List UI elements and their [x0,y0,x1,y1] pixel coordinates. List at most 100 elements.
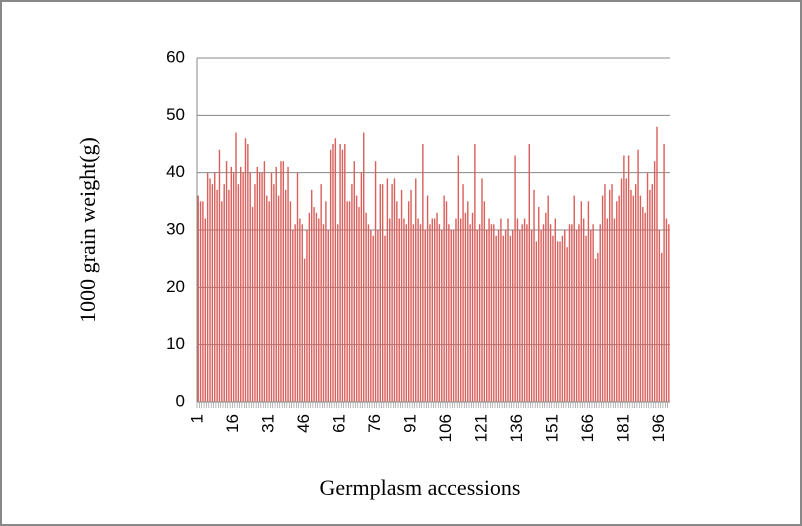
bar [433,218,436,402]
bar [599,224,601,402]
bar [471,212,474,402]
bar [372,235,374,402]
bar [509,235,512,402]
bar [540,230,542,402]
y-tick-label: 30 [166,219,185,238]
bar [497,230,500,402]
bar [507,218,509,402]
bar [490,224,493,402]
bar [273,184,275,402]
bar [263,161,266,402]
bar [552,235,554,402]
bar [199,201,202,402]
bar [221,201,223,402]
bar [436,212,438,402]
bar [474,144,476,402]
bar [639,195,642,402]
bar [476,230,478,402]
bar [559,241,561,402]
bar [348,201,351,402]
y-tick-label: 20 [166,277,185,296]
bar [232,172,235,402]
bar [597,252,599,402]
bar [391,184,393,402]
bar [523,218,526,402]
bar [582,218,585,402]
bar [608,189,611,402]
bar [575,230,578,402]
bar [216,189,218,402]
y-tick-label: 50 [166,105,185,124]
bar [623,155,625,402]
bar [358,207,360,402]
x-tick-label: 1 [188,414,207,423]
bar [526,224,528,402]
bar [318,218,320,402]
bar [504,230,507,402]
bar [202,201,204,402]
bar [547,195,549,402]
bar [393,178,396,402]
bar [611,184,613,402]
bar [308,212,311,402]
bar [450,230,452,402]
bar [573,195,575,402]
bar [554,218,557,402]
bar [512,230,514,402]
bar [237,184,240,402]
bar [568,224,571,402]
bar [396,201,398,402]
bar [646,172,649,402]
bar [462,184,464,402]
bar [301,224,303,402]
bar [478,224,481,402]
bar [251,207,254,402]
bar [530,230,533,402]
x-tick-label: 61 [330,414,349,433]
x-tick-label: 16 [223,414,242,433]
bar [590,230,592,402]
bar [585,235,587,402]
bar [355,195,358,402]
bar [549,224,552,402]
bar [634,184,637,402]
bar [459,218,462,402]
bar [452,230,455,402]
bar [464,212,467,402]
bar [247,144,249,402]
y-tick-label: 60 [166,47,185,66]
x-tick-label: 196 [649,414,668,442]
x-tick-label: 46 [294,414,313,433]
bar [292,230,294,402]
bar [339,144,341,402]
bar [542,224,545,402]
bar [663,144,665,402]
bar [419,224,422,402]
bar [604,184,606,402]
bar [417,218,419,402]
bar [455,218,457,402]
bar [280,161,282,402]
bar [566,247,568,402]
bar [637,149,639,402]
x-tick-label: 106 [436,414,455,442]
bar [313,207,315,402]
bar [287,166,289,402]
bar [613,218,616,402]
bar [426,195,429,402]
bar [656,126,658,403]
bar [266,195,268,402]
bar [384,235,386,402]
bar [261,172,263,402]
x-tick-label: 31 [259,414,278,433]
bar [627,155,630,402]
bar [495,235,497,402]
bar [642,207,644,402]
x-tick-label: 136 [507,414,526,442]
bar [441,230,443,402]
bar [379,184,381,402]
x-tick-label: 166 [578,414,597,442]
bar [632,195,635,402]
bar [363,132,365,403]
bar [258,172,261,402]
